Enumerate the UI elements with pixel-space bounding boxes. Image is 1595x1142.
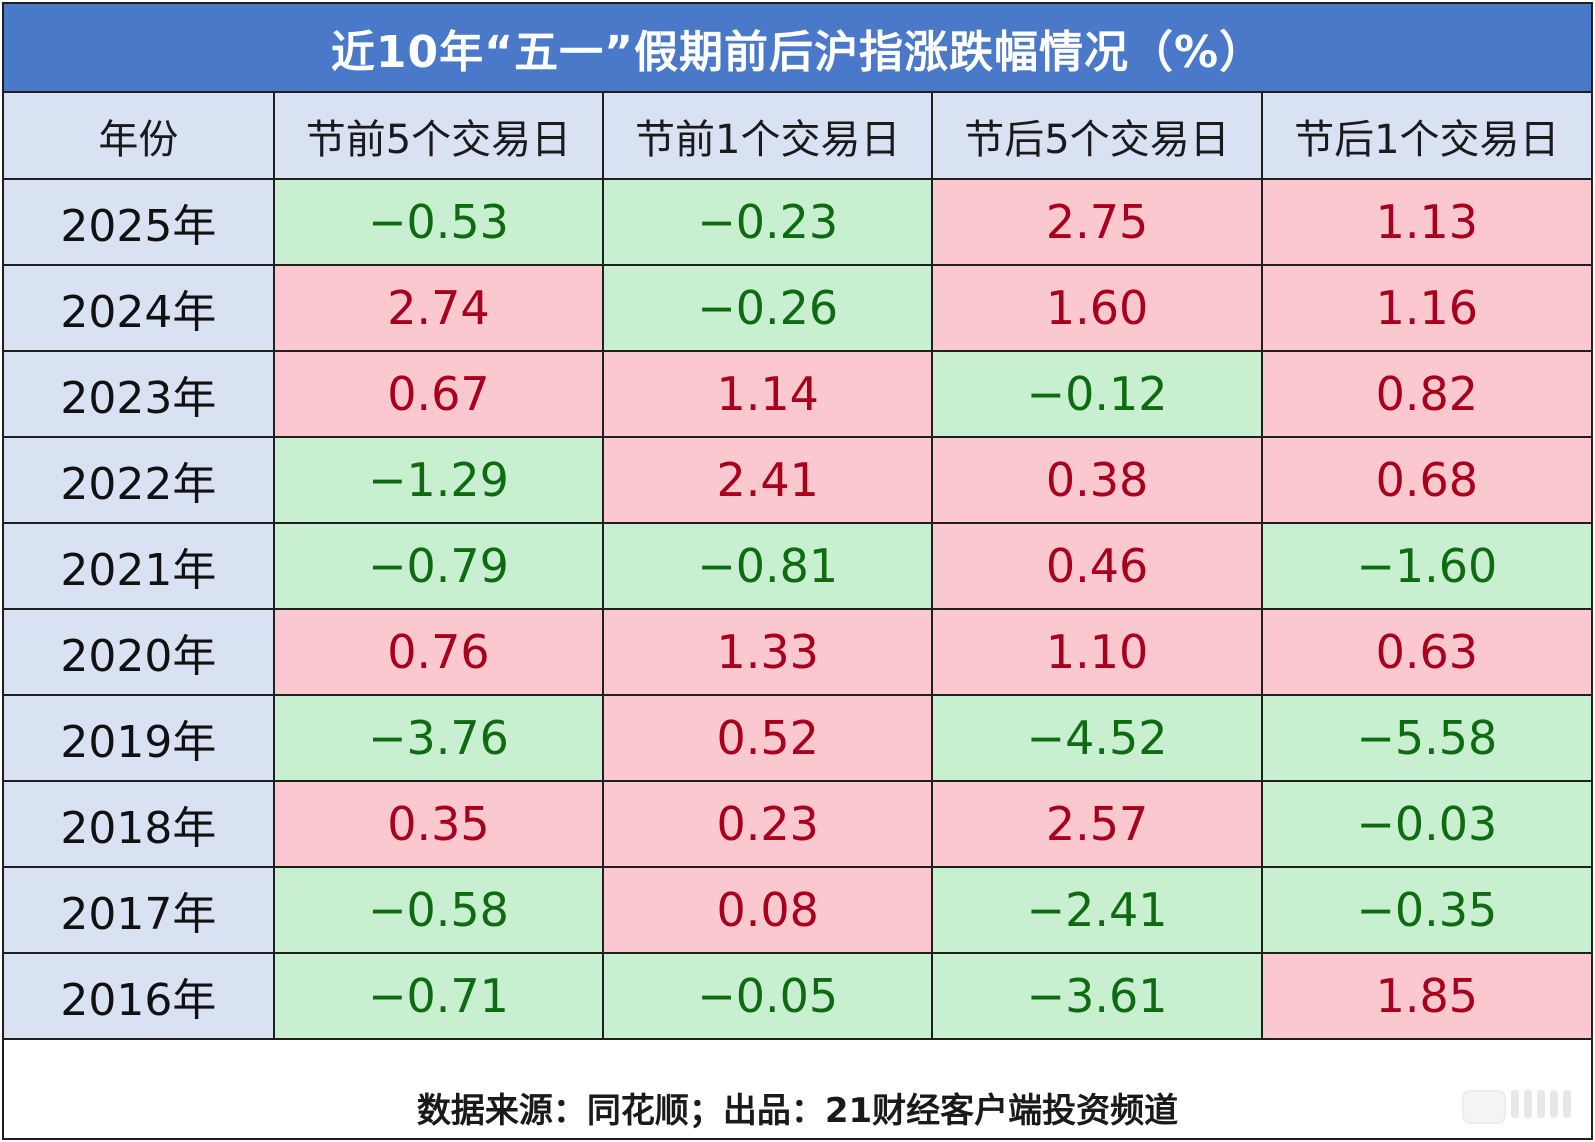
value-cell: 0.82	[1260, 350, 1591, 438]
year-cell: 2025年	[4, 178, 275, 266]
header-post-5-days: 节后5个交易日	[931, 93, 1263, 180]
table-row: 2018年 0.35 0.23 2.57 −0.03	[4, 780, 1591, 868]
table-row: 2021年 −0.79 −0.81 0.46 −1.60	[4, 522, 1591, 610]
header-pre-1-day: 节前1个交易日	[602, 93, 934, 180]
value-cell: −3.76	[272, 694, 605, 782]
header-row: 年份 节前5个交易日 节前1个交易日 节后5个交易日 节后1个交易日	[4, 93, 1591, 180]
table-row: 2023年 0.67 1.14 −0.12 0.82	[4, 350, 1591, 438]
value-cell: 0.08	[602, 866, 934, 954]
value-cell: −2.41	[931, 866, 1263, 954]
year-cell: 2018年	[4, 780, 275, 868]
watermark-icon	[1462, 1090, 1571, 1124]
table-row: 2019年 −3.76 0.52 −4.52 −5.58	[4, 694, 1591, 782]
value-cell: 1.60	[931, 264, 1263, 352]
header-pre-5-days: 节前5个交易日	[272, 93, 605, 180]
table-row: 2020年 0.76 1.33 1.10 0.63	[4, 608, 1591, 696]
value-cell: 2.75	[931, 178, 1263, 266]
value-cell: 0.63	[1260, 608, 1591, 696]
value-cell: −0.23	[602, 178, 934, 266]
value-cell: 1.14	[602, 350, 934, 438]
value-cell: 1.13	[1260, 178, 1591, 266]
header-post-1-day: 节后1个交易日	[1260, 93, 1591, 180]
value-cell: −0.53	[272, 178, 605, 266]
value-cell: 0.38	[931, 436, 1263, 524]
value-cell: 0.67	[272, 350, 605, 438]
year-cell: 2023年	[4, 350, 275, 438]
value-cell: 0.23	[602, 780, 934, 868]
value-cell: 2.57	[931, 780, 1263, 868]
value-cell: −0.58	[272, 866, 605, 954]
table-title: 近10年“五一”假期前后沪指涨跌幅情况（%）	[4, 4, 1591, 93]
year-cell: 2019年	[4, 694, 275, 782]
value-cell: −0.71	[272, 952, 605, 1040]
value-cell: −1.60	[1260, 522, 1591, 610]
year-cell: 2024年	[4, 264, 275, 352]
value-cell: −5.58	[1260, 694, 1591, 782]
value-cell: −0.35	[1260, 866, 1591, 954]
table-row: 2022年 −1.29 2.41 0.38 0.68	[4, 436, 1591, 524]
value-cell: 1.10	[931, 608, 1263, 696]
value-cell: −0.81	[602, 522, 934, 610]
value-cell: 0.76	[272, 608, 605, 696]
table-row: 2024年 2.74 −0.26 1.60 1.16	[4, 264, 1591, 352]
year-cell: 2020年	[4, 608, 275, 696]
year-cell: 2021年	[4, 522, 275, 610]
value-cell: 1.16	[1260, 264, 1591, 352]
table-row: 2016年 −0.71 −0.05 −3.61 1.85	[4, 952, 1591, 1040]
value-cell: 2.74	[272, 264, 605, 352]
value-cell: 0.46	[931, 522, 1263, 610]
returns-table: 年份 节前5个交易日 节前1个交易日 节后5个交易日 节后1个交易日 2025年…	[4, 93, 1591, 1040]
value-cell: −0.12	[931, 350, 1263, 438]
value-cell: −0.79	[272, 522, 605, 610]
value-cell: 2.41	[602, 436, 934, 524]
table-row: 2017年 −0.58 0.08 −2.41 −0.35	[4, 866, 1591, 954]
source-footer: 数据来源：同花顺；出品：21财经客户端投资频道	[4, 1076, 1591, 1138]
year-cell: 2017年	[4, 866, 275, 954]
value-cell: −0.26	[602, 264, 934, 352]
value-cell: −0.03	[1260, 780, 1591, 868]
year-cell: 2016年	[4, 952, 275, 1040]
value-cell: 1.33	[602, 608, 934, 696]
value-cell: −4.52	[931, 694, 1263, 782]
value-cell: 1.85	[1260, 952, 1591, 1040]
value-cell: −0.05	[602, 952, 934, 1040]
value-cell: −1.29	[272, 436, 605, 524]
table-row: 2025年 −0.53 −0.23 2.75 1.13	[4, 178, 1591, 266]
year-cell: 2022年	[4, 436, 275, 524]
value-cell: 0.35	[272, 780, 605, 868]
value-cell: −3.61	[931, 952, 1263, 1040]
header-year: 年份	[4, 93, 275, 180]
value-cell: 0.52	[602, 694, 934, 782]
value-cell: 0.68	[1260, 436, 1591, 524]
